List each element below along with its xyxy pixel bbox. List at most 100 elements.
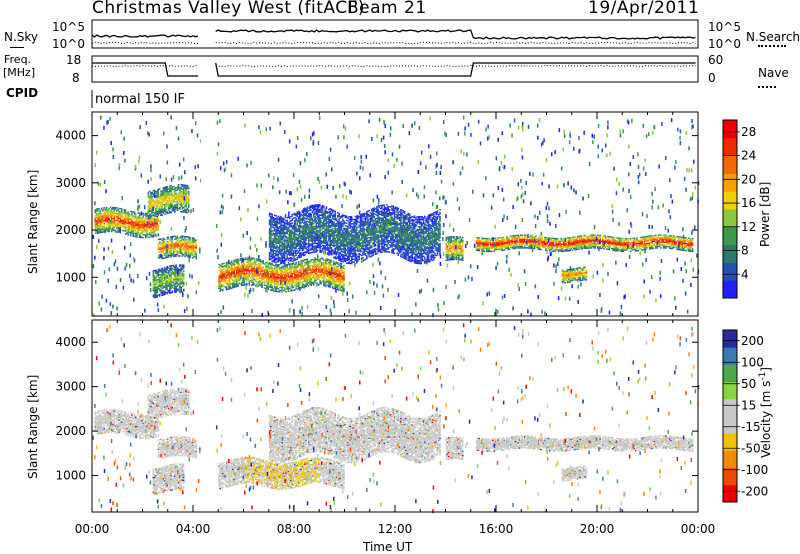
power-cell xyxy=(302,265,305,267)
power-cell xyxy=(146,232,148,234)
power-cell xyxy=(177,284,180,286)
power-cell xyxy=(336,247,339,249)
power-cell xyxy=(286,228,288,230)
power-cell xyxy=(288,287,291,289)
power-cell xyxy=(294,246,296,249)
power-cell xyxy=(272,270,275,272)
power-cell xyxy=(316,229,319,232)
power-cell xyxy=(294,219,296,222)
power-cell xyxy=(270,248,272,250)
power-cell xyxy=(326,232,329,234)
power-cell xyxy=(176,235,179,237)
power-cell xyxy=(169,291,171,293)
power-cell xyxy=(280,244,282,246)
power-cell xyxy=(333,267,335,270)
power-cell xyxy=(283,257,286,259)
power-cell xyxy=(277,274,280,276)
power-cell xyxy=(170,286,172,288)
power-cell xyxy=(174,242,176,245)
power-cell xyxy=(150,214,152,216)
power-cell xyxy=(288,236,291,238)
power-cell xyxy=(275,243,277,245)
power-cell xyxy=(288,260,291,262)
power-cell xyxy=(167,253,170,255)
power-cell xyxy=(138,212,141,214)
power-cell xyxy=(282,278,285,280)
power-cell xyxy=(122,225,124,227)
power-cell xyxy=(295,254,297,257)
power-cell xyxy=(94,219,97,221)
power-cell xyxy=(242,271,244,274)
power-cell xyxy=(157,219,160,221)
power-cell xyxy=(156,273,158,275)
power-cell xyxy=(268,273,271,275)
power-cell xyxy=(162,199,165,202)
power-cell xyxy=(94,226,97,228)
power-cell xyxy=(280,231,282,233)
power-cell xyxy=(107,211,109,213)
power-cell xyxy=(312,258,315,261)
power-cell xyxy=(182,202,185,205)
power-cell xyxy=(300,273,302,275)
power-cell xyxy=(234,267,237,270)
power-cell xyxy=(283,241,286,243)
power-cell xyxy=(297,227,300,230)
power-cell xyxy=(166,266,169,268)
power-cell xyxy=(277,291,280,293)
power-cell xyxy=(140,221,142,223)
power-cell xyxy=(172,200,175,202)
power-cell xyxy=(166,201,169,203)
power-cell xyxy=(328,247,330,249)
power-cell xyxy=(237,265,239,268)
power-cell xyxy=(161,214,163,216)
power-cell xyxy=(312,271,315,273)
power-cell xyxy=(270,241,272,243)
power-cell xyxy=(267,287,270,289)
power-cell xyxy=(177,251,180,253)
power-cell xyxy=(270,245,272,248)
power-cell xyxy=(290,278,292,281)
power-cell xyxy=(336,214,339,217)
power-cell xyxy=(328,248,330,250)
power-cell xyxy=(256,258,258,260)
power-cell xyxy=(309,239,311,241)
power-cell xyxy=(302,208,305,210)
power-cell xyxy=(319,245,321,247)
power-cell xyxy=(325,275,328,277)
power-cell xyxy=(181,185,184,187)
power-cell xyxy=(338,236,340,239)
power-cell xyxy=(98,208,100,210)
power-cell xyxy=(121,215,123,217)
power-cell xyxy=(175,288,177,290)
power-cell xyxy=(263,263,266,265)
power-cell xyxy=(103,212,105,215)
power-cell xyxy=(224,272,227,274)
power-cell xyxy=(176,245,179,247)
power-cell xyxy=(107,228,109,230)
power-cell xyxy=(297,273,300,276)
power-cell xyxy=(176,282,179,285)
power-cell xyxy=(280,217,282,219)
power-cell xyxy=(295,258,297,261)
power-cell xyxy=(234,280,237,282)
power-cell xyxy=(288,247,291,249)
power-cell xyxy=(230,271,233,274)
power-cell xyxy=(331,212,334,214)
power-cell xyxy=(342,267,344,269)
power-cell xyxy=(157,224,160,227)
power-cell xyxy=(273,252,276,255)
power-cell xyxy=(338,277,340,280)
power-cell xyxy=(167,255,170,257)
power-cell xyxy=(95,217,98,219)
power-cell xyxy=(312,260,315,262)
power-cell xyxy=(339,253,342,255)
power-cell xyxy=(320,214,323,217)
power-cell xyxy=(310,284,312,286)
power-cell xyxy=(164,282,166,284)
power-cell xyxy=(282,247,285,249)
power-cell xyxy=(171,187,174,189)
power-cell xyxy=(107,220,109,223)
power-cell xyxy=(186,241,189,244)
power-cell xyxy=(187,254,190,257)
power-cell xyxy=(167,238,170,240)
